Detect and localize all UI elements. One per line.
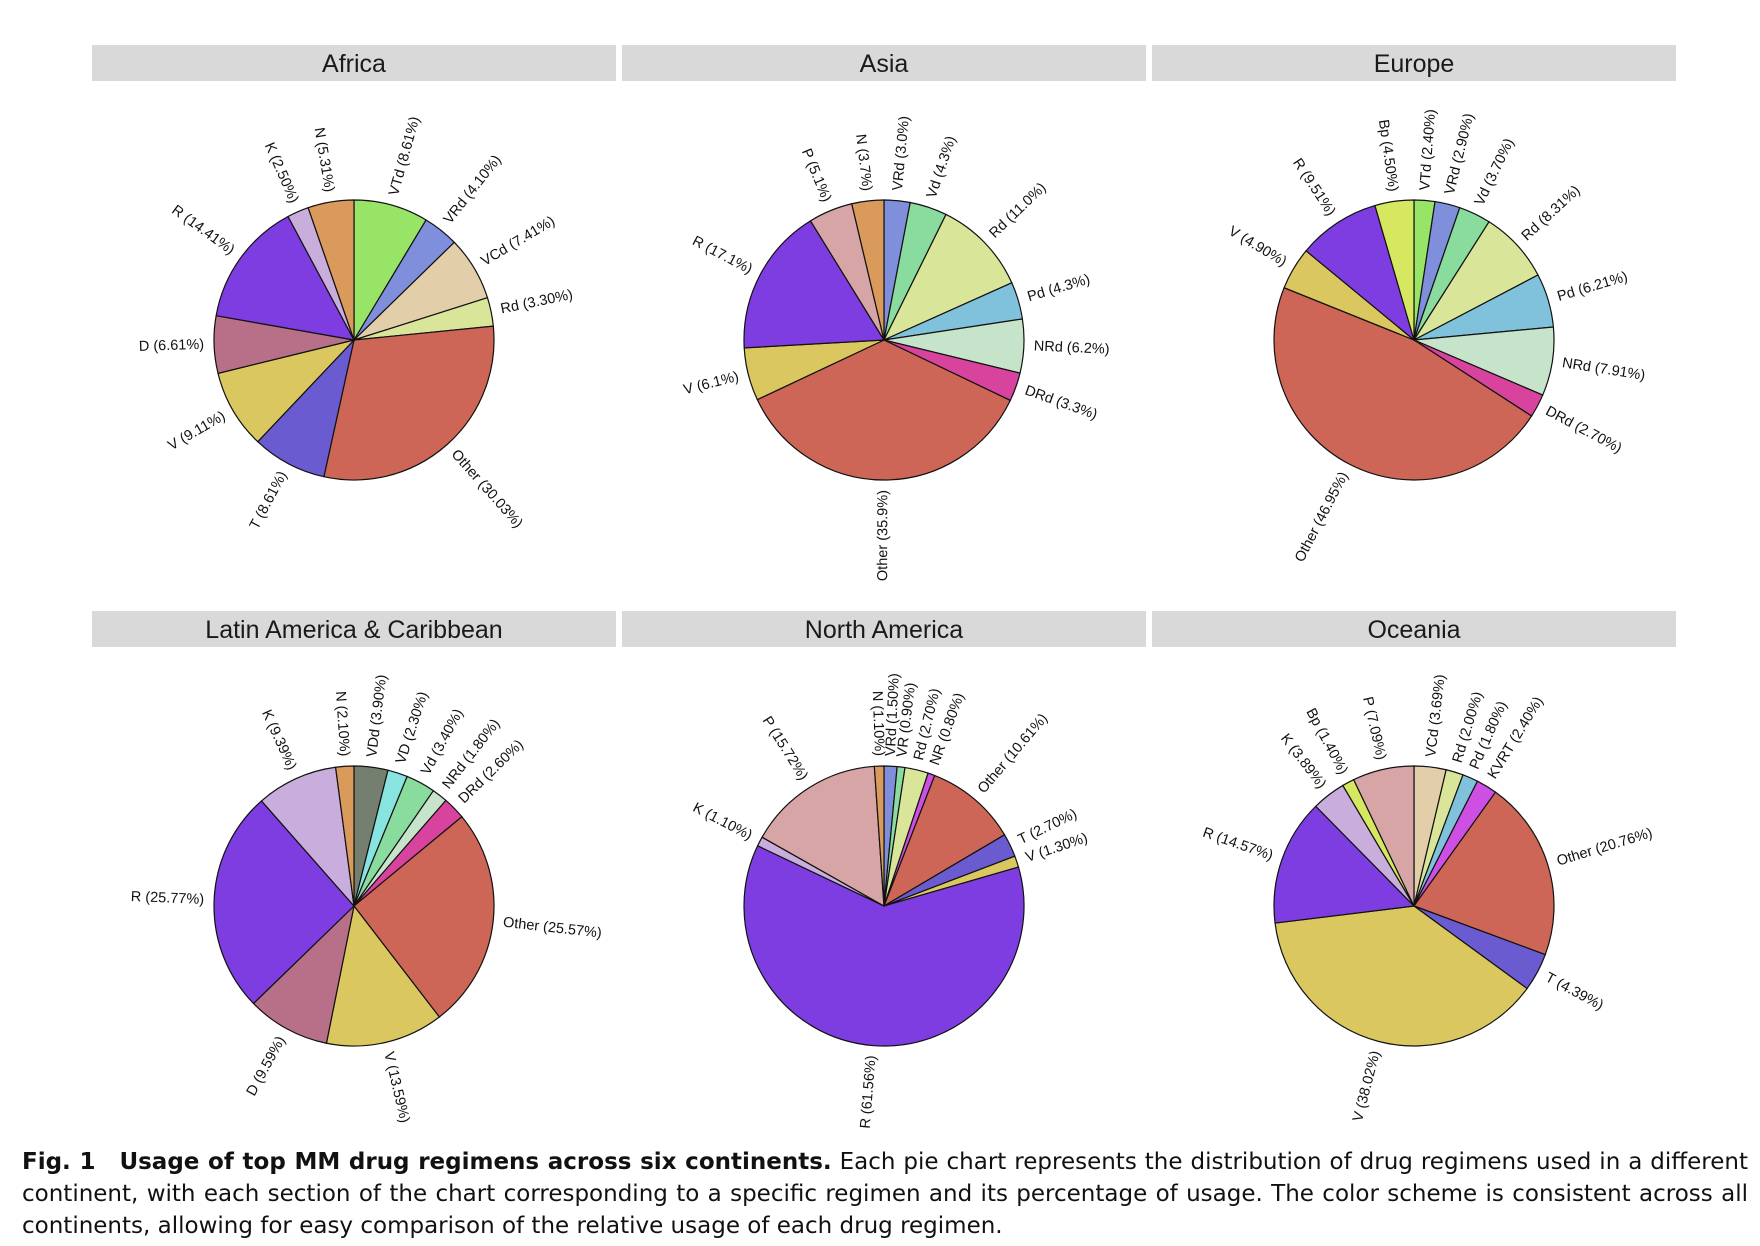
slice-label-vcd: VCd (3.69%) bbox=[1423, 674, 1448, 758]
slice-label-nrd: NRd (6.2%) bbox=[1034, 338, 1110, 357]
slice-label-pd: Pd (6.21%) bbox=[1555, 269, 1629, 305]
slice-label-v: V (13.59%) bbox=[380, 1050, 412, 1124]
panel-strip bbox=[622, 611, 1146, 647]
slice-label-other: Other (10.61%) bbox=[975, 711, 1051, 797]
slice-label-r: R (14.57%) bbox=[1201, 825, 1276, 864]
pie-slice-d bbox=[252, 904, 355, 1044]
slice-label-vtd: VTd (8.61%) bbox=[386, 115, 423, 198]
slice-label-p: P (7.09%) bbox=[1359, 695, 1389, 761]
panel-strip bbox=[622, 45, 1146, 81]
slice-label-n: N (2.10%) bbox=[332, 691, 352, 757]
pie-slice-r bbox=[1305, 204, 1416, 342]
pie-slice-other bbox=[882, 774, 1006, 908]
slice-label-vrd: VRd (2.90%) bbox=[1442, 112, 1477, 196]
slice-label-r: R (9.51%) bbox=[1289, 156, 1338, 219]
slice-label-v: V (38.02%) bbox=[1350, 1049, 1384, 1123]
pie-panel-europe: Europe VTd (2.40%) VRd (2.90%)Vd (3.70%)Rd… bbox=[1152, 45, 1676, 565]
pie-slice-bp bbox=[1374, 199, 1415, 341]
pie-slice-v bbox=[325, 904, 441, 1047]
pie-slice-other bbox=[1273, 286, 1533, 481]
pie-slice-n bbox=[851, 199, 885, 341]
slice-label-other: Other (20.76%) bbox=[1555, 825, 1654, 869]
pie-slice-n bbox=[873, 765, 885, 907]
slice-label-other: Other (35.9%) bbox=[875, 490, 891, 581]
slice-label-d: D (9.59%) bbox=[244, 1034, 289, 1099]
slice-label-d: D (6.61%) bbox=[139, 337, 205, 355]
pie-slice-v bbox=[1274, 905, 1528, 1047]
panel-title: Latin America & Caribbean bbox=[205, 616, 502, 644]
figure-label: Fig. 1 bbox=[22, 1149, 96, 1175]
slice-label-other: Other (25.57%) bbox=[502, 915, 602, 942]
figure-caption: Fig. 1 Usage of top MM drug regimens acr… bbox=[22, 1146, 1748, 1242]
panel-title: Asia bbox=[860, 50, 909, 78]
panel-title: Africa bbox=[322, 50, 386, 78]
slice-label-rd: Rd (11.0%) bbox=[986, 180, 1049, 242]
pie-slice-other bbox=[756, 339, 1012, 481]
pie-slice-k bbox=[260, 766, 355, 908]
slice-label-t: T (8.61%) bbox=[247, 469, 291, 533]
caption-text: Each pie chart represents the distributi… bbox=[22, 1149, 1748, 1239]
pie-slice-r bbox=[743, 844, 1025, 1047]
slice-label-n: N (3.7%) bbox=[852, 133, 875, 192]
slice-label-pd: Pd (4.3%) bbox=[1026, 272, 1092, 306]
pie-slice-n bbox=[334, 765, 355, 907]
slice-label-r: R (61.56%) bbox=[858, 1055, 880, 1129]
panel-strip bbox=[92, 45, 616, 81]
pie-slice-rd bbox=[882, 213, 1013, 342]
slice-label-vdd: VDd (3.90%) bbox=[364, 674, 390, 758]
slice-label-vtd: VTd (2.40%) bbox=[1417, 109, 1439, 191]
pie-slice-other bbox=[353, 815, 495, 1018]
pie-slice-p bbox=[1352, 765, 1415, 907]
slice-label-nrd: NRd (7.91%) bbox=[1561, 355, 1646, 384]
panel-title: Europe bbox=[1374, 50, 1455, 78]
slice-label-p: P (15.72%) bbox=[759, 714, 811, 784]
slice-label-v: V (4.90%) bbox=[1226, 223, 1290, 270]
panel-title: North America bbox=[805, 616, 963, 644]
slice-label-vrd: VRd (1.50%) bbox=[883, 673, 903, 757]
slice-label-drd: DRd (2.70%) bbox=[1543, 403, 1625, 456]
slice-label-vd: Vd (3.70%) bbox=[1472, 136, 1518, 208]
slice-label-n: N (1.10%) bbox=[869, 691, 887, 757]
pie-slice-other bbox=[323, 325, 495, 481]
slice-label-vd: Vd (4.3%) bbox=[924, 134, 960, 200]
slice-label-r: R (17.1%) bbox=[689, 233, 754, 277]
caption-title: Usage of top MM drug regimens across six… bbox=[119, 1149, 832, 1175]
pie-chart-figure: Africa VTd (8.61%) VRd (4.10%)VCd (7.41%) R… bbox=[92, 45, 1676, 1129]
slice-label-v: V (9.11%) bbox=[165, 408, 228, 454]
slice-label-k: K (9.39%) bbox=[258, 707, 299, 772]
panel-strip bbox=[1152, 611, 1676, 647]
slice-label-v: V (6.1%) bbox=[682, 369, 741, 398]
panel-strip bbox=[1152, 45, 1676, 81]
pie-slice-n bbox=[307, 199, 355, 341]
pie-slice-r bbox=[213, 800, 355, 1005]
slice-label-k: K (2.50%) bbox=[261, 140, 301, 205]
slice-label-rd: Rd (3.30%) bbox=[499, 287, 574, 317]
slice-label-r: R (25.77%) bbox=[131, 889, 205, 908]
slice-label-vrd: VRd (4.10%) bbox=[441, 152, 505, 227]
slice-label-p: P (5.1%) bbox=[798, 146, 834, 204]
slice-label-drd: DRd (3.3%) bbox=[1023, 383, 1100, 424]
slice-label-r: R (14.41%) bbox=[169, 202, 238, 258]
pie-slice-p bbox=[761, 765, 885, 908]
slice-label-k: K (1.10%) bbox=[690, 800, 755, 844]
pie-slice-other bbox=[1413, 791, 1555, 956]
pie-slice-r bbox=[743, 220, 886, 349]
pie-panel-asia: Asia VRd (3.0%) Vd (4.3%) Rd (11.0%) Pd (4.3… bbox=[622, 45, 1146, 581]
panel-title: Oceania bbox=[1367, 616, 1460, 644]
slice-label-n: N (5.31%) bbox=[311, 126, 338, 193]
slice-label-vcd: VCd (7.41%) bbox=[479, 213, 558, 269]
slice-label-t: T (4.39%) bbox=[1542, 970, 1605, 1014]
slice-label-bp: Bp (4.50%) bbox=[1375, 119, 1401, 193]
slice-label-vrd: VRd (3.0%) bbox=[890, 115, 913, 191]
pie-slice-r bbox=[1273, 805, 1416, 924]
slice-label-rd: Rd (8.31%) bbox=[1519, 183, 1584, 244]
pie-slice-r bbox=[215, 215, 356, 341]
pie-panel-africa: Africa VTd (8.61%) VRd (4.10%)VCd (7.41%) R… bbox=[92, 45, 616, 532]
slice-label-other: Other (46.95%) bbox=[1292, 469, 1352, 564]
panel-strip bbox=[92, 611, 616, 647]
slice-label-other: Other (30.03%) bbox=[448, 447, 526, 532]
